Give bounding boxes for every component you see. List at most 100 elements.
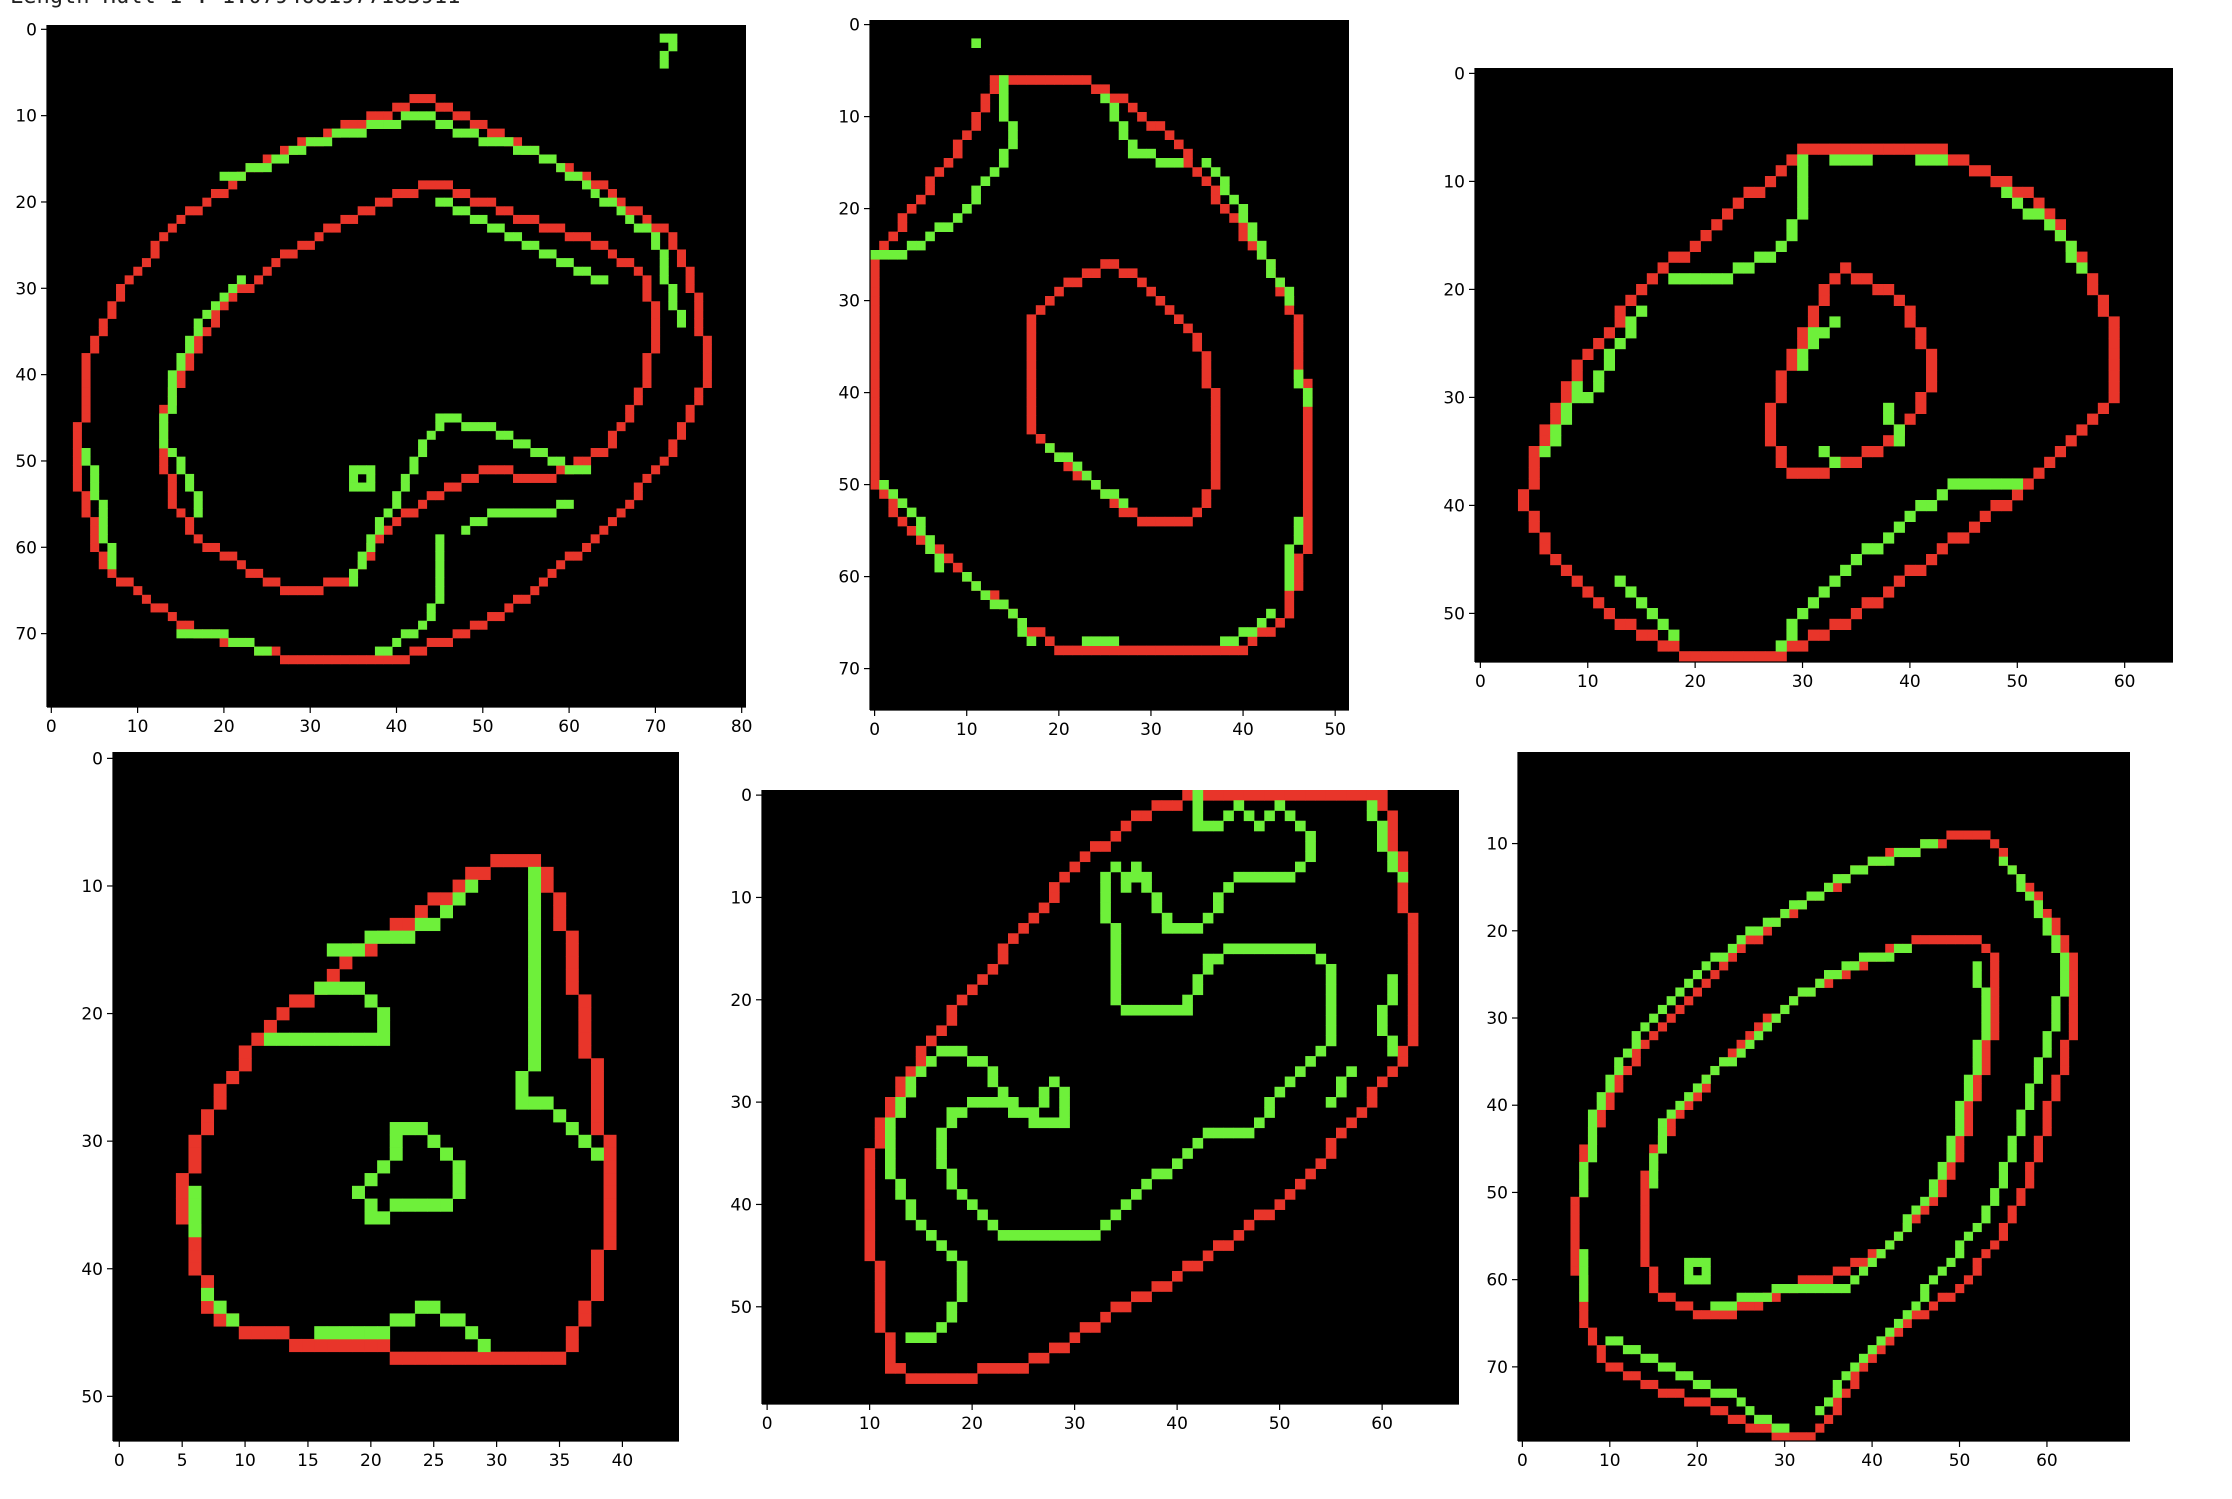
- contour-segment-pixel: [167, 370, 177, 380]
- hull-outline-pixel: [366, 111, 376, 121]
- contour-segment-pixel: [1764, 251, 1777, 263]
- hull-outline-pixel: [1684, 996, 1694, 1006]
- contour-segment-pixel: [1550, 424, 1562, 436]
- contour-segment-pixel: [1127, 148, 1138, 159]
- hull-outline-pixel: [1243, 1219, 1255, 1231]
- contour-segment-pixel: [392, 119, 402, 129]
- hull-outline-pixel: [1745, 1423, 1755, 1433]
- hull-outline-pixel: [1045, 75, 1055, 85]
- contour-segment-pixel: [980, 176, 991, 186]
- hull-outline-pixel: [1701, 1397, 1711, 1407]
- contour-segment-pixel: [934, 553, 945, 564]
- inner-hull-outline-pixel: [1164, 305, 1175, 315]
- contour-segment-pixel: [1377, 820, 1388, 832]
- inner-hull-outline-pixel: [331, 577, 341, 587]
- inner-hull-outline-pixel: [1990, 952, 2000, 962]
- hull-outline-pixel: [1797, 143, 1809, 155]
- hull-outline-pixel: [977, 974, 988, 985]
- contour-segment-pixel: [323, 137, 333, 147]
- contour-segment-pixel: [1387, 1035, 1398, 1047]
- contour-segment-pixel: [389, 1313, 403, 1327]
- contour-segment: [971, 38, 981, 48]
- hull-outline-pixel: [465, 1351, 479, 1365]
- contour-segment-pixel: [1028, 1230, 1040, 1241]
- hull-outline-pixel: [603, 1211, 617, 1225]
- hull-outline-pixel: [946, 1373, 958, 1384]
- contour-segment-pixel: [1815, 1406, 1825, 1416]
- hull-outline-pixel: [1315, 1158, 1327, 1170]
- inner-hull-outline-pixel: [1872, 284, 1884, 296]
- hull-outline-pixel: [1614, 305, 1626, 317]
- contour-segment-pixel: [377, 1160, 391, 1174]
- contour-segment: [870, 75, 1018, 260]
- contour-segment-pixel: [946, 1117, 958, 1129]
- hull-outline-pixel: [383, 655, 393, 665]
- contour-segment-pixel: [1666, 1362, 1676, 1372]
- hull-outline-pixel: [1407, 933, 1419, 944]
- hull-outline-pixel: [1692, 1397, 1702, 1407]
- inner-hull-outline-pixel: [1893, 294, 1905, 306]
- hull-outline-pixel: [2068, 1031, 2078, 1041]
- inner-hull-outline-pixel: [1915, 327, 1927, 339]
- contour-segment-pixel: [989, 599, 1000, 610]
- inner-hull-outline-pixel: [651, 301, 661, 311]
- inner-hull-outline-pixel: [1657, 1292, 1668, 1302]
- contour-segment-pixel: [2007, 865, 2017, 875]
- inner-hull-outline-pixel: [1858, 1257, 1869, 1267]
- contour-segment-pixel: [440, 1313, 453, 1327]
- hull-outline-pixel: [389, 917, 403, 932]
- x-tick-label: 25: [423, 1451, 445, 1471]
- y-tick-label: 0: [26, 20, 37, 40]
- inner-hull-outline-pixel: [573, 232, 583, 242]
- hull-outline-pixel: [487, 612, 497, 622]
- hull-outline-pixel: [1981, 830, 1991, 840]
- hull-outline-pixel: [400, 655, 410, 665]
- hull-outline-pixel: [2068, 978, 2078, 988]
- inner-hull-outline-pixel: [418, 499, 428, 509]
- x-tick-label: 20: [1048, 720, 1070, 740]
- inner-hull-outline-pixel: [599, 448, 609, 458]
- inner-hull-outline-pixel: [1649, 1266, 1659, 1276]
- contour-segment-pixel: [895, 1178, 906, 1190]
- contour-segment-pixel: [1920, 1292, 1930, 1302]
- inner-hull-outline-pixel: [582, 456, 592, 466]
- contour-segment-pixel: [193, 491, 203, 501]
- hull-outline-pixel: [590, 534, 600, 544]
- hull-outline-pixel: [1407, 1025, 1419, 1036]
- contour-segment-pixel: [905, 1209, 917, 1221]
- hull-outline-pixel: [72, 482, 82, 492]
- hull-outline-pixel: [1127, 645, 1138, 656]
- contour-segment-pixel: [176, 456, 186, 466]
- contour-segment-pixel: [1963, 1083, 1974, 1093]
- hull-outline-pixel: [465, 866, 479, 880]
- hull-outline-pixel: [897, 222, 908, 232]
- contour-segment-pixel: [1883, 402, 1895, 414]
- inner-hull-outline-pixel: [1692, 1310, 1702, 1320]
- y-tick-label: 20: [15, 193, 37, 213]
- contour-segment-pixel: [1946, 1144, 1956, 1154]
- hull-outline-pixel: [578, 994, 592, 1008]
- contour-segment-pixel: [1264, 943, 1275, 955]
- hull-outline-pixel: [116, 577, 126, 587]
- hull-outline-pixel: [1325, 1148, 1337, 1159]
- contour-segment-pixel: [443, 197, 453, 207]
- y-tick-label: 50: [1486, 1183, 1508, 1203]
- hull-outline-pixel: [1183, 645, 1193, 656]
- inner-hull-outline-pixel: [599, 240, 609, 250]
- inner-hull-outline-pixel: [176, 370, 186, 380]
- inner-hull-outline-pixel: [1173, 516, 1184, 527]
- contour-segment-pixel: [1625, 327, 1637, 339]
- hull-outline-pixel: [1893, 575, 1905, 587]
- hull-outline-pixel: [1008, 933, 1019, 944]
- hull-outline-pixel: [925, 185, 935, 196]
- contour-segment: [1649, 943, 1912, 1189]
- hull-outline-pixel: [1719, 1406, 1729, 1416]
- contour-segment-pixel: [1387, 851, 1398, 863]
- hull-outline-pixel: [1570, 1205, 1580, 1215]
- contour-segment-pixel: [1274, 800, 1286, 811]
- inner-hull-outline-pixel: [1091, 268, 1101, 278]
- inner-hull-outline-pixel: [1915, 392, 1927, 404]
- inner-hull-outline-pixel: [1840, 456, 1852, 468]
- contour-segment-pixel: [185, 335, 195, 345]
- contour-segment-pixel: [461, 128, 471, 138]
